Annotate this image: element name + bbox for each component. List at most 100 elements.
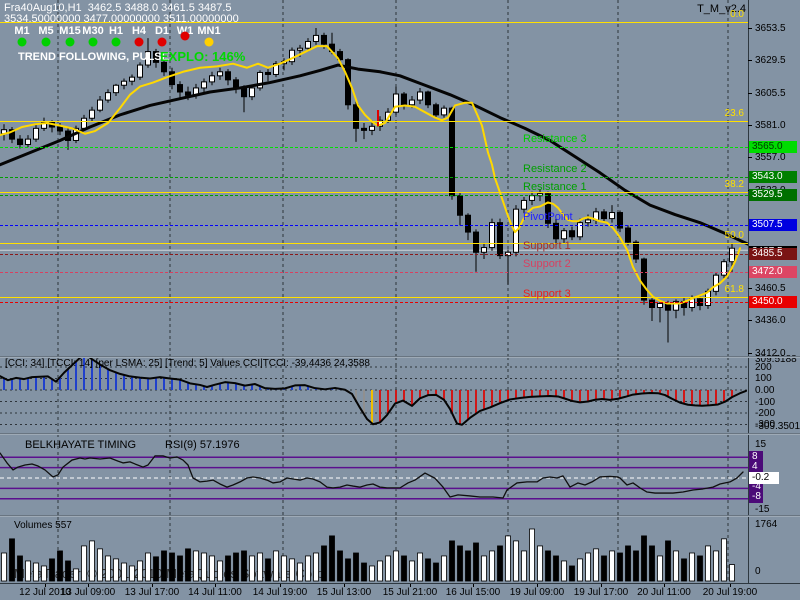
panel-separator[interactable]	[0, 433, 800, 435]
volume-bar	[201, 552, 207, 582]
candle	[105, 89, 111, 103]
time-axis-tick	[473, 584, 474, 587]
time-axis-tick	[537, 584, 538, 587]
candle-body	[529, 195, 535, 201]
volume-bar	[289, 558, 295, 582]
volume-bar	[457, 545, 463, 582]
volume-bar	[273, 550, 279, 582]
timeframe-label-h4[interactable]: H4	[131, 25, 147, 37]
candle	[129, 74, 135, 86]
candle-body	[209, 75, 215, 83]
belkhayate-line	[0, 452, 744, 499]
volume-bar	[73, 568, 79, 582]
timeframe-label-m30[interactable]: M30	[82, 25, 104, 37]
volume-bar	[601, 555, 607, 582]
candle-body	[553, 222, 559, 240]
pivot-level-label: Resistance 3	[523, 133, 587, 146]
volume-bar	[369, 565, 375, 582]
cci-axis-label: 200	[755, 362, 772, 373]
belkhayate-panel-canvas[interactable]	[0, 434, 748, 516]
candle	[9, 127, 15, 144]
volume-bar	[265, 558, 271, 582]
timeframe-dot-h1[interactable]	[111, 37, 121, 47]
timeframe-dot-m30[interactable]	[88, 37, 98, 47]
candle	[577, 218, 583, 241]
timeframe-dot-mn1[interactable]	[204, 37, 214, 47]
symbol-ohlc-readout: Fra40Aug10,H1 3462.5 3488.0 3461.5 3487.…	[4, 2, 232, 14]
timeframe-dot-h4[interactable]	[134, 37, 144, 47]
timeframe-label-m1[interactable]: M1	[14, 25, 30, 37]
candle	[89, 106, 95, 122]
time-axis-label: 20 Jul 19:00	[702, 587, 758, 598]
volume-bar	[1, 552, 7, 582]
candle-body	[585, 219, 591, 224]
volume-axis-max: 1764	[755, 519, 778, 530]
cci-panel-canvas[interactable]	[0, 357, 748, 433]
candle-body	[497, 222, 503, 257]
candle	[153, 48, 159, 68]
fibo-line	[0, 121, 748, 122]
candle-body	[81, 117, 87, 129]
time-axis-label: 13 Jul 17:00	[124, 587, 180, 598]
time-axis-tick	[280, 584, 281, 587]
candle	[273, 61, 279, 78]
timeframe-dot-d1[interactable]	[157, 37, 167, 47]
volume-bar	[217, 560, 223, 582]
timeframe-label-d1[interactable]: D1	[154, 25, 170, 37]
price-axis-tick	[748, 93, 752, 94]
volume-bar	[241, 550, 247, 582]
candle	[33, 124, 39, 142]
candle-body	[145, 51, 151, 66]
volume-bar	[585, 552, 591, 582]
candle	[305, 38, 311, 52]
candle	[265, 69, 271, 82]
explo-percent-label: EXPLO: 146%	[160, 49, 246, 64]
timeframe-dot-m5[interactable]	[41, 37, 51, 47]
candle	[505, 249, 511, 285]
candle-body	[521, 199, 527, 210]
price-axis-tick	[748, 60, 752, 61]
volume-bar	[521, 550, 527, 582]
timeframe-dot-w1[interactable]	[180, 31, 190, 41]
price-axis-tick	[748, 28, 752, 29]
volume-bar	[105, 555, 111, 582]
volumes-panel-canvas[interactable]	[0, 517, 748, 583]
timeframe-label-m5[interactable]: M5	[38, 25, 54, 37]
timeframe-label-m15[interactable]: M15	[59, 25, 81, 37]
timeframe-dot-m15[interactable]	[65, 37, 75, 47]
candle-body	[217, 71, 223, 77]
volume-bar	[409, 560, 415, 582]
timeframe-label-mn1[interactable]: MN1	[197, 25, 221, 37]
candle-body	[105, 92, 111, 101]
timeframe-label-h1[interactable]: H1	[108, 25, 124, 37]
panel-separator[interactable]	[0, 356, 800, 358]
candle-body	[465, 214, 471, 233]
fibo-level-label: 50.0	[724, 230, 744, 241]
volume-bar	[353, 552, 359, 582]
price-axis-tick	[748, 320, 752, 321]
volume-bar	[497, 545, 503, 582]
candle-body	[577, 222, 583, 238]
candle-body	[561, 230, 567, 240]
volume-bar	[177, 555, 183, 582]
candle	[161, 58, 167, 76]
price-axis-label: 3629.5	[755, 55, 786, 66]
price-axis-line	[748, 0, 749, 584]
cci-axis-label: 100	[755, 373, 772, 384]
candle	[553, 218, 559, 246]
candle-body	[369, 125, 375, 131]
volume-bar	[225, 555, 231, 582]
candle	[97, 96, 103, 113]
fibo-line	[0, 297, 748, 298]
candle	[49, 120, 55, 133]
fibo-line	[0, 243, 748, 244]
volume-bar	[137, 560, 143, 582]
candle-body	[353, 104, 359, 129]
timeframe-dot-m1[interactable]	[17, 37, 27, 47]
candle	[665, 300, 671, 343]
candle-body	[649, 299, 655, 309]
panel-separator[interactable]	[0, 515, 800, 517]
pivot-level-label: Support 3	[523, 288, 571, 301]
belkhayate-badge: 8	[749, 451, 763, 463]
candle-body	[33, 127, 39, 140]
